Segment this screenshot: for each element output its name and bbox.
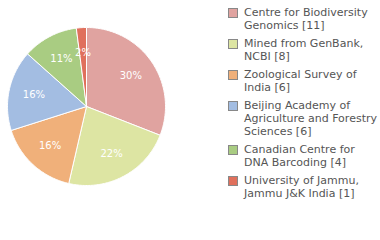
html-text:Mined from GenBank, NCBI [8]: Mined from GenBank, NCBI [8] xyxy=(244,37,364,63)
svg-text:16%: 16% xyxy=(23,89,45,100)
svg-text:30%: 30% xyxy=(120,70,142,81)
svg-text:2%: 2% xyxy=(75,47,91,58)
html-text:Zoological Survey of India [6]: Zoological Survey of India [6] xyxy=(244,68,357,94)
svg-text:22%: 22% xyxy=(100,148,122,159)
svg-text:11%: 11% xyxy=(50,53,72,64)
svg-text:16%: 16% xyxy=(39,140,61,151)
html-text:Canadian Centre for DNA Barcod: Canadian Centre for DNA Barcoding [4] xyxy=(244,143,355,169)
html-text:Beijing Academy of Agriculture: Beijing Academy of Agriculture and Fores… xyxy=(244,99,377,138)
html-text:University of Jammu, Jammu J&K: University of Jammu, Jammu J&K India [1] xyxy=(244,174,359,200)
html-text:Centre for Biodiversity Genomi: Centre for Biodiversity Genomics [11] xyxy=(244,6,368,32)
